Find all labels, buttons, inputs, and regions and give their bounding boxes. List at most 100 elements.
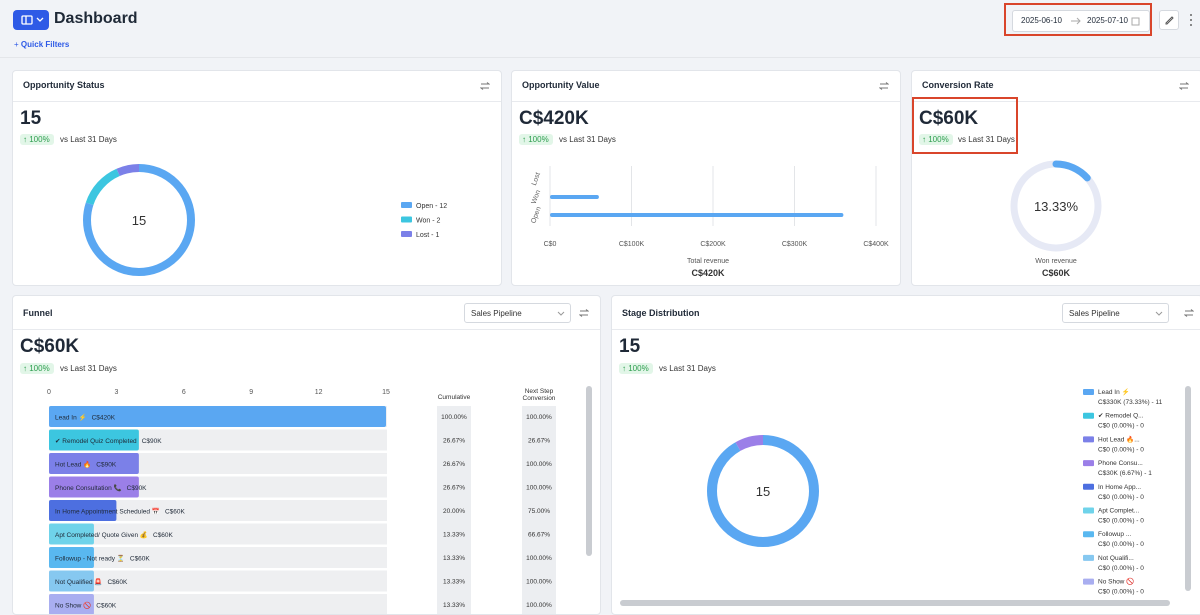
change-value: 100% bbox=[628, 364, 649, 373]
funnel-bar bbox=[49, 570, 94, 592]
legend-label: C$0 (0.00%) - 0 bbox=[1098, 494, 1144, 501]
legend-label: Open - 12 bbox=[416, 203, 447, 210]
change-value: 100% bbox=[928, 135, 949, 144]
arrow-icon bbox=[1071, 17, 1081, 25]
cumulative-value: 26.67% bbox=[443, 485, 465, 492]
row-label: Apt Completed/ Quote Given 💰 C$60K bbox=[55, 531, 174, 539]
row-label: Phone Consultation 📞 C$90K bbox=[55, 483, 147, 492]
opportunity-status-card: Opportunity Status 15 ↑ 100% vs Last 31 … bbox=[12, 70, 502, 286]
x-tick-label: C$0 bbox=[544, 241, 557, 248]
legend-label: C$0 (0.00%) - 0 bbox=[1098, 518, 1144, 525]
funnel-bar bbox=[49, 547, 94, 568]
card-title: Stage Distribution bbox=[622, 308, 700, 318]
cumulative-value: 26.67% bbox=[443, 461, 465, 468]
kpi-value: C$60K bbox=[919, 108, 979, 129]
menu-button[interactable] bbox=[13, 10, 49, 30]
conversion-rate-card: Conversion Rate C$60K ↑ 100% vs Last 31 … bbox=[911, 70, 1200, 286]
date-range[interactable]: 2025-06-10 2025-07-10 bbox=[1012, 10, 1150, 32]
chevron-icon bbox=[557, 311, 565, 316]
stage-amount: C$90K bbox=[142, 438, 163, 445]
up-arrow: ↑ bbox=[922, 135, 929, 144]
compare-text: vs Last 31 Days bbox=[659, 364, 716, 373]
calendar-icon bbox=[1131, 17, 1140, 26]
x-axis-label: Won revenue bbox=[1035, 258, 1077, 265]
cumulative-value: 100.00% bbox=[441, 414, 467, 421]
x-tick-label: 0 bbox=[47, 389, 51, 396]
card-title: Opportunity Value bbox=[522, 80, 600, 90]
stage-name: Hot Lead 🔥 bbox=[55, 461, 91, 469]
stage-name: No Show 🚫 bbox=[55, 602, 91, 610]
x-tick-label: C$200K bbox=[700, 241, 726, 248]
change-value: 100% bbox=[29, 364, 50, 373]
legend-swatch bbox=[1083, 412, 1094, 419]
next-step-value: 100.00% bbox=[526, 414, 552, 421]
legend-swatch bbox=[1083, 578, 1094, 585]
funnel-card: Funnel Sales Pipeline C$60K ↑ 100% vs La… bbox=[12, 295, 601, 615]
legend-swatch bbox=[1083, 436, 1094, 443]
cumulative-value: 26.67% bbox=[443, 438, 465, 445]
total-value: C$420K bbox=[691, 268, 725, 278]
compare-text: vs Last 31 Days bbox=[60, 364, 117, 373]
quick-filters[interactable]: + Quick Filters bbox=[14, 40, 69, 49]
x-axis-label: Total revenue bbox=[687, 258, 729, 265]
stage-name: Phone Consultation 📞 bbox=[55, 483, 123, 492]
card-header bbox=[13, 296, 600, 330]
swap-icon[interactable] bbox=[879, 82, 889, 90]
change-pill: ↑ 100% bbox=[619, 363, 653, 374]
legend-swatch bbox=[1083, 483, 1094, 490]
row-track bbox=[49, 570, 387, 592]
change-pill: ↑ 100% bbox=[919, 134, 953, 145]
total-value: C$60K bbox=[1042, 268, 1071, 278]
funnel-bar bbox=[49, 500, 117, 521]
legend-label: C$0 (0.00%) - 0 bbox=[1098, 446, 1144, 453]
swap-icon[interactable] bbox=[1184, 309, 1194, 317]
pipeline-dropdown[interactable]: Sales Pipeline bbox=[464, 303, 571, 323]
cumulative-value: 13.33% bbox=[443, 579, 465, 586]
gauge-chart: 13.33% Won revenue C$60K bbox=[1010, 160, 1102, 278]
pipeline-dropdown[interactable]: Sales Pipeline bbox=[1062, 303, 1169, 323]
stage-distribution-card: Stage Distribution Sales Pipeline 15 ↑ 1… bbox=[611, 295, 1200, 615]
compare-text: vs Last 31 Days bbox=[958, 135, 1015, 144]
legend-name: Hot Lead 🔥... bbox=[1098, 435, 1140, 443]
funnel-bar bbox=[49, 453, 139, 474]
funnel-bar bbox=[49, 429, 139, 451]
legend-label: C$0 (0.00%) - 0 bbox=[1098, 565, 1144, 572]
highlight-box bbox=[912, 97, 1018, 154]
legend-label: C$330K (73.33%) - 11 bbox=[1098, 399, 1163, 406]
column-header: Next Step Conversion bbox=[523, 388, 556, 402]
stage-name: Followup - Not ready ⏳ bbox=[55, 555, 125, 563]
x-tick-label: 12 bbox=[315, 389, 323, 396]
row-label: Hot Lead 🔥 C$90K bbox=[55, 461, 117, 469]
column-band bbox=[522, 406, 556, 614]
next-step-value: 100.00% bbox=[526, 461, 552, 468]
row-label: In Home Appointment Scheduled 📅 C$60K bbox=[55, 508, 185, 516]
x-tick-label: C$400K bbox=[863, 241, 889, 248]
swap-icon[interactable] bbox=[480, 82, 490, 90]
legend-name: In Home App... bbox=[1098, 484, 1141, 491]
swap-icon[interactable] bbox=[579, 309, 589, 317]
edit-icon bbox=[1165, 16, 1174, 25]
row-track bbox=[49, 500, 387, 521]
legend-swatch bbox=[1083, 389, 1094, 395]
h-scrollbar[interactable] bbox=[620, 600, 1170, 606]
stage-amount: C$60K bbox=[130, 556, 151, 563]
gauge-label: 13.33% bbox=[1034, 199, 1079, 214]
legend-swatch bbox=[401, 231, 412, 237]
donut-center-label: 15 bbox=[132, 213, 146, 228]
swap-icon[interactable] bbox=[1179, 82, 1189, 90]
more-icon[interactable] bbox=[1188, 13, 1194, 27]
edit-button[interactable] bbox=[1159, 10, 1179, 30]
funnel-bar bbox=[49, 523, 94, 545]
x-tick-label: 9 bbox=[249, 389, 253, 396]
funnel-chart: 0 3 6 9 12 15 Cumulative Next Step Conversion Lea… bbox=[47, 386, 592, 614]
stage-amount: C$60K bbox=[153, 532, 174, 539]
y-tick-label: Lost bbox=[531, 172, 542, 187]
card-title: Conversion Rate bbox=[922, 80, 994, 90]
change-value: 100% bbox=[528, 135, 549, 144]
plus-icon: + bbox=[14, 40, 21, 49]
x-tick-label: 3 bbox=[114, 389, 118, 396]
stage-amount: C$90K bbox=[96, 462, 117, 469]
legend-name: Lead In ⚡ bbox=[1098, 388, 1130, 396]
funnel-bar bbox=[49, 476, 139, 498]
